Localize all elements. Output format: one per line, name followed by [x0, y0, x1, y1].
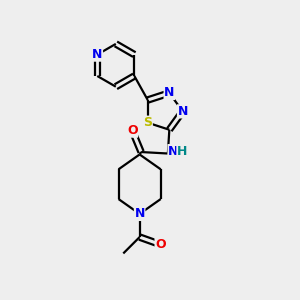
Text: N: N [92, 48, 103, 61]
Text: N: N [178, 105, 188, 118]
Text: N: N [134, 207, 145, 220]
Text: O: O [155, 238, 166, 251]
Text: O: O [127, 124, 137, 137]
Text: N: N [168, 145, 178, 158]
Text: H: H [177, 145, 187, 158]
Text: S: S [143, 116, 152, 129]
Text: N: N [164, 86, 175, 100]
